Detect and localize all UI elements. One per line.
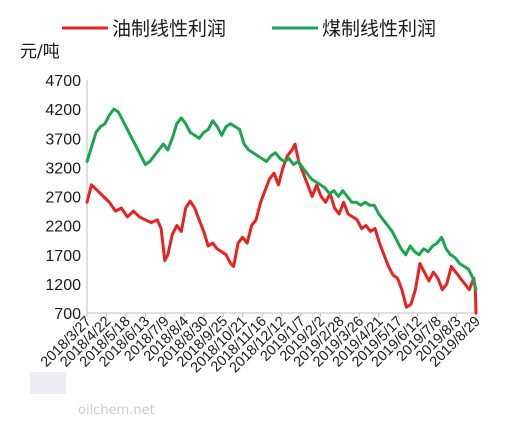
- legend-label-oil: 油制线性利润: [112, 18, 226, 40]
- y-tick-label: 2200: [45, 219, 81, 236]
- legend-label-coal: 煤制线性利润: [322, 18, 436, 40]
- y-tick-label: 3700: [45, 131, 81, 148]
- y-tick-label: 1700: [45, 248, 81, 265]
- y-tick-label: 700: [54, 306, 81, 323]
- series-line-oil: [85, 142, 478, 315]
- watermark-text: oilchem.net: [78, 403, 155, 418]
- unit-label: 元/吨: [20, 42, 60, 62]
- y-tick-label: 4700: [45, 73, 81, 90]
- watermark-logo: [30, 372, 66, 394]
- watermark: oilchem.net: [30, 372, 155, 418]
- x-axis-ticks: 2018/3/272018/4/222018/5/182018/6/132018…: [38, 313, 484, 376]
- y-axis-ticks: 700 1200 1700 2200 2700 3200 3700 4200 4700: [45, 73, 81, 323]
- y-tick-label: 1200: [45, 277, 81, 294]
- y-tick-label: 2700: [45, 190, 81, 207]
- y-tick-label: 4200: [45, 102, 81, 119]
- series-line-coal: [85, 107, 478, 292]
- y-tick-label: 3200: [45, 160, 81, 177]
- series-layer: [85, 107, 478, 315]
- legend: 油制线性利润 煤制线性利润: [62, 18, 436, 40]
